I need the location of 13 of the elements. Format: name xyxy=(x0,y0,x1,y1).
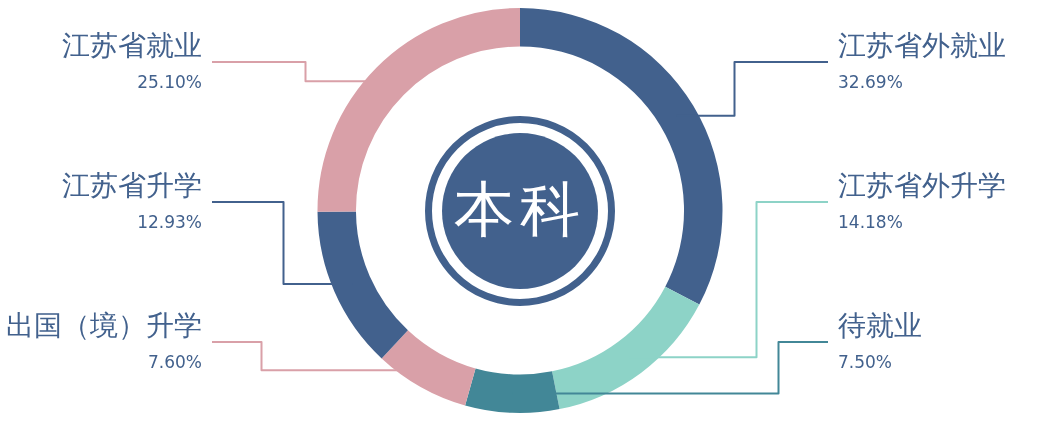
slice-label: 出国（境）升学 xyxy=(6,309,202,343)
data-label: 32.69% xyxy=(838,72,903,93)
slice-label: 江苏省外升学 xyxy=(838,169,1006,203)
data-label: 25.10% xyxy=(137,72,202,93)
data-label: 12.93% xyxy=(137,212,202,233)
slice-label: 待就业 xyxy=(838,309,922,343)
slice-label: 江苏省外就业 xyxy=(838,29,1006,63)
data-label: 14.18% xyxy=(838,212,903,233)
data-label: 7.50% xyxy=(838,352,893,373)
data-label: 7.60% xyxy=(147,352,202,373)
center-badge: 本科 xyxy=(425,115,615,306)
slice-label: 江苏省就业 xyxy=(62,29,202,63)
slice-label: 江苏省升学 xyxy=(62,169,202,203)
